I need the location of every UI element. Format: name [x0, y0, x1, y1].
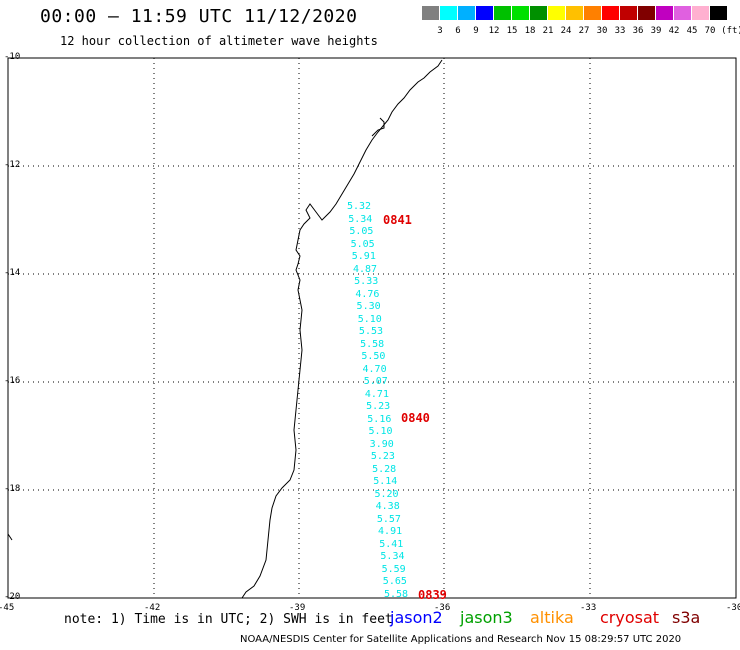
lat-label: -12: [4, 160, 21, 170]
lat-label: -18: [4, 484, 21, 494]
scale-swatch: [638, 6, 655, 20]
scale-label: 15: [506, 26, 518, 36]
satellite-s3a: s3a: [672, 608, 701, 627]
lon-label: -33: [580, 603, 597, 613]
swh-value: 5.57: [376, 513, 401, 525]
swh-value: 5.23: [370, 451, 395, 463]
satellite-altika: altika: [530, 608, 574, 627]
scale-label: 3: [437, 26, 443, 36]
coastline-inlet: [371, 117, 385, 137]
swh-value: 5.20: [374, 488, 399, 500]
swh-value: 5.41: [379, 538, 404, 550]
swh-value: 4.87: [352, 263, 378, 275]
note-text: note: 1) Time is in UTC; 2) SWH is in fe…: [64, 612, 393, 627]
swh-value: 5.10: [368, 426, 393, 438]
lon-label: -36: [434, 603, 451, 613]
swh-value: 5.33: [354, 276, 379, 288]
scale-swatch: [620, 6, 637, 20]
scale-swatch: [602, 6, 619, 20]
scale-label: 27: [578, 26, 590, 36]
swh-value: 5.34: [380, 551, 405, 563]
scale-swatch: [584, 6, 601, 20]
scale-label: 45: [686, 26, 698, 36]
lat-lon-grid: [8, 58, 736, 598]
scale-label: 36: [632, 26, 644, 36]
lat-label: -16: [4, 376, 21, 386]
scale-label: 70: [704, 26, 716, 36]
swh-value: 5.28: [372, 463, 397, 475]
lon-label: -42: [144, 603, 161, 613]
swh-value: 4.91: [378, 526, 403, 538]
scale-swatch: [530, 6, 547, 20]
lon-label: -45: [0, 603, 15, 613]
satellite-jason2: jason2: [390, 608, 443, 627]
scale-swatch: [476, 6, 493, 20]
swh-value: 5.05: [350, 238, 375, 250]
swh-value: 5.34: [348, 213, 373, 225]
swh-value: 5.50: [361, 351, 386, 363]
scale-label: 39: [650, 26, 662, 36]
swh-value: 3.90: [369, 438, 394, 450]
swh-value: 5.07: [363, 376, 388, 388]
scale-label: 18: [524, 26, 536, 36]
pass-time-label: 0839: [418, 588, 447, 602]
scale-label: 12: [488, 26, 500, 36]
swh-value: 5.05: [349, 226, 374, 238]
scale-unit: (ft): [721, 26, 740, 36]
swh-value: 5.23: [366, 401, 391, 413]
scale-swatch: [692, 6, 709, 20]
scale-swatch: [656, 6, 673, 20]
pass-time-label: 0841: [383, 213, 412, 227]
scale-label: 9: [473, 26, 479, 36]
swh-value: 5.59: [381, 563, 406, 575]
scale-label: 6: [455, 26, 461, 36]
scale-swatch: [494, 6, 511, 20]
swh-value: 5.91: [351, 251, 376, 263]
satellite-cryosat: cryosat: [600, 608, 660, 627]
scale-label: 42: [668, 26, 680, 36]
scale-label: 21: [542, 26, 554, 36]
swh-value: 5.65: [382, 576, 407, 588]
lon-label: -30: [726, 603, 740, 613]
swh-value: 5.16: [367, 413, 392, 425]
map-frame: [7, 57, 737, 599]
map-title: 00:00 — 11:59 UTC 11/12/2020: [40, 6, 358, 27]
pass-time-label: 0840: [401, 411, 430, 425]
lon-label: -39: [289, 603, 306, 613]
satellite-jason3: jason3: [460, 608, 513, 627]
scale-label: 33: [614, 26, 626, 36]
lat-label: -14: [4, 268, 21, 278]
swh-value: 5.58: [360, 338, 385, 350]
coastline: [241, 59, 443, 599]
swh-value: 5.10: [357, 313, 382, 325]
scale-swatch: [566, 6, 583, 20]
lat-label: -20: [4, 592, 21, 602]
map-subtitle: 12 hour collection of altimeter wave hei…: [60, 34, 378, 48]
coastline-island: [7, 533, 13, 541]
footer-credit: NOAA/NESDIS Center for Satellite Applica…: [240, 634, 682, 645]
scale-label: 24: [560, 26, 572, 36]
scale-swatch: [710, 6, 727, 20]
lat-label: -10: [4, 52, 21, 62]
swh-value: 5.53: [358, 326, 384, 338]
swh-value: 5.14: [373, 476, 398, 488]
scale-swatch: [512, 6, 529, 20]
swh-value: 4.76: [355, 288, 380, 300]
swh-value: 5.32: [347, 201, 372, 212]
scale-swatch: [458, 6, 475, 20]
swh-value: 4.71: [364, 388, 389, 400]
swh-value: 4.70: [362, 363, 387, 375]
scale-swatch: [440, 6, 457, 20]
scale-swatch: [674, 6, 691, 20]
scale-swatch: [422, 6, 439, 20]
scale-swatch: [548, 6, 565, 20]
scale-label: 30: [596, 26, 608, 36]
swh-value: 5.58: [384, 589, 409, 600]
swh-value: 5.30: [356, 301, 381, 313]
swh-value: 4.38: [375, 501, 400, 513]
